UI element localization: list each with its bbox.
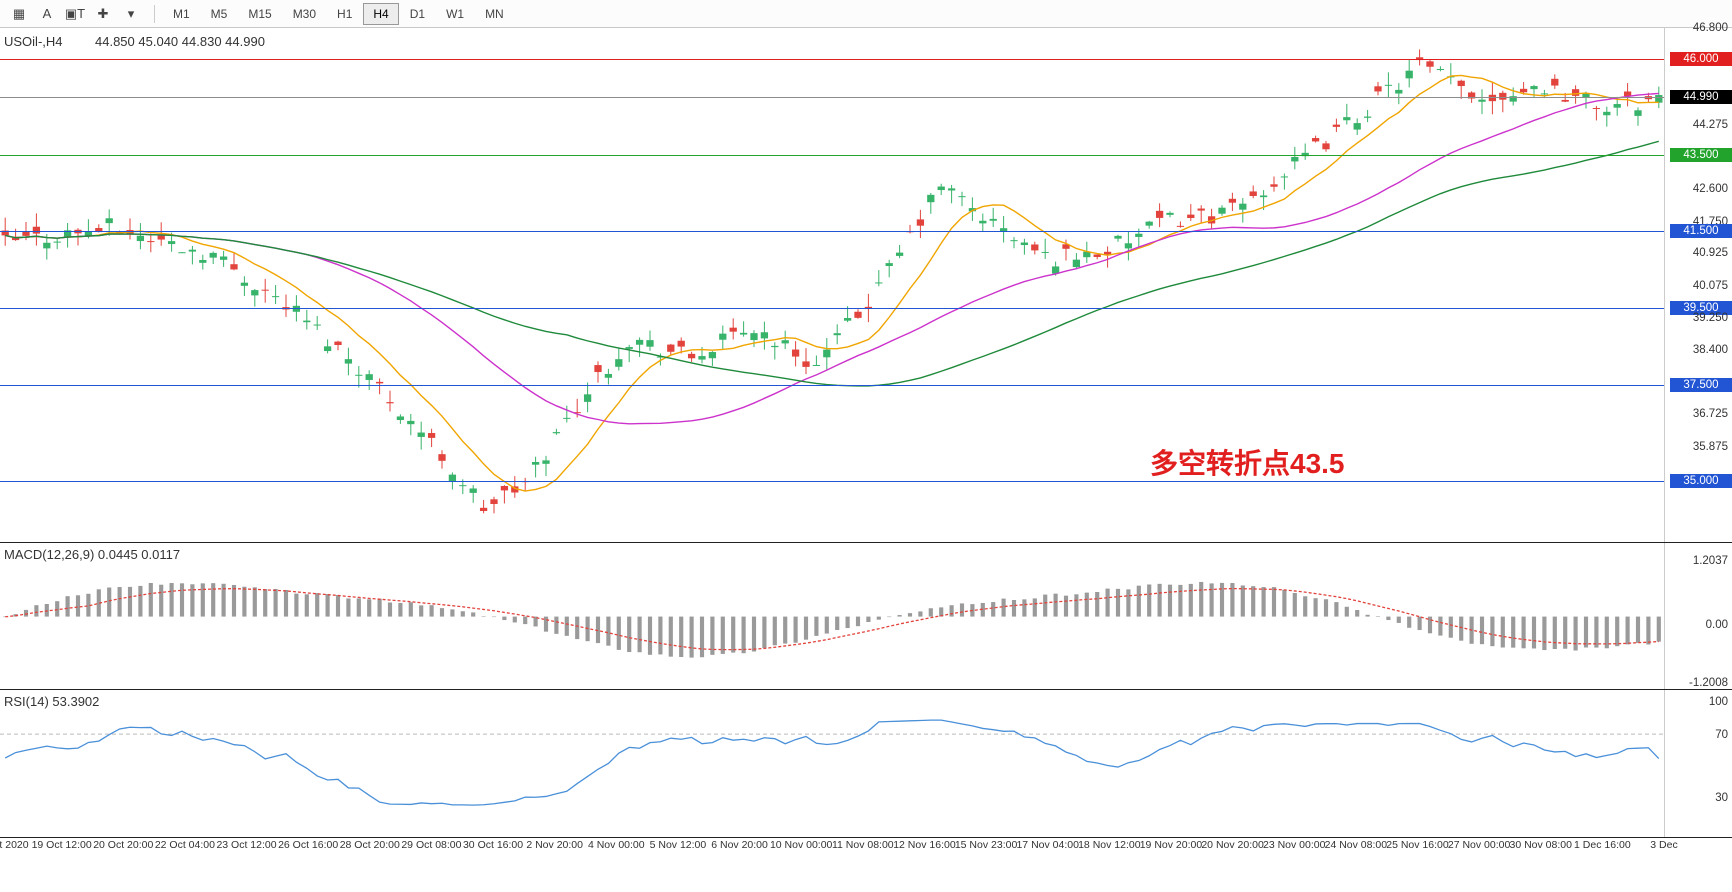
price-axis-tick: 36.725 [1693,408,1728,420]
price-axis-tick: 37.500 [1670,378,1732,392]
grid-icon[interactable]: ▦ [6,3,32,25]
price-hline [0,481,1664,482]
symbol-ohlc-label: 44.850 45.040 44.830 44.990 [95,34,265,49]
date-axis-tick: 26 Oct 16:00 [278,839,338,851]
date-axis-tick: 17 Nov 04:00 [1016,839,1078,851]
date-axis-tick: 2 Nov 20:00 [526,839,583,851]
symbol-label: USOil-,H4 [4,34,63,49]
price-axis-tick: 44.275 [1693,119,1728,131]
rsi-right-axis[interactable]: 100 70 30 [1664,690,1732,837]
date-axis-tick: 30 Oct 16:00 [463,839,523,851]
tf-btn-mn[interactable]: MN [475,3,514,25]
price-axis-tick: 46.000 [1670,52,1732,66]
price-pane[interactable]: USOil-,H4 44.850 45.040 44.830 44.990 多空… [0,28,1732,543]
chart-annotation-text: 多空转折点43.5 [1150,442,1345,482]
tf-btn-d1[interactable]: D1 [400,3,435,25]
tf-btn-m1[interactable]: M1 [163,3,200,25]
price-axis-tick: 44.990 [1670,90,1732,104]
macd-right-axis[interactable]: 1.2037 0.00 -1.2008 [1664,543,1732,689]
date-axis-tick: 28 Oct 20:00 [340,839,400,851]
price-axis-tick: 40.925 [1693,247,1728,259]
toolbar: ▦ A ▣T ✚ ▾ M1 M5 M15 M30 H1 H4 D1 W1 MN [0,0,1732,28]
macd-chart[interactable] [0,543,1664,690]
date-axis-tick: 25 Nov 16:00 [1386,839,1448,851]
price-axis-tick: 42.600 [1693,183,1728,195]
trading-app: ▦ A ▣T ✚ ▾ M1 M5 M15 M30 H1 H4 D1 W1 MN … [0,0,1732,892]
tf-btn-m15[interactable]: M15 [238,3,281,25]
date-axis-tick: 22 Oct 04:00 [155,839,215,851]
date-axis-tick: 19 Nov 20:00 [1140,839,1202,851]
price-hline [0,308,1664,309]
rsi-axis-30: 30 [1715,792,1728,804]
date-axis-tick: 23 Nov 00:00 [1263,839,1325,851]
date-axis-tick: 4 Nov 00:00 [588,839,645,851]
price-hline [0,385,1664,386]
price-hline [0,155,1664,156]
date-axis-tick: 30 Nov 08:00 [1510,839,1572,851]
price-axis-tick: 43.500 [1670,148,1732,162]
text-tool-icon[interactable]: ▣T [62,3,88,25]
crosshair-icon[interactable]: ✚ [90,3,116,25]
price-axis-tick: 38.400 [1693,344,1728,356]
price-right-axis[interactable]: 46.800 46.000 44.990 44.275 43.500 42.600 41.7… [1664,28,1732,542]
date-axis-tick: 18 Nov 12:00 [1078,839,1140,851]
tf-btn-m30[interactable]: M30 [283,3,326,25]
tf-btn-h1[interactable]: H1 [327,3,362,25]
date-axis-tick: 24 Nov 08:00 [1325,839,1387,851]
date-axis-tick: 1 Dec 16:00 [1574,839,1631,851]
tf-btn-h4[interactable]: H4 [363,3,398,25]
tf-btn-m5[interactable]: M5 [201,3,238,25]
rsi-label: RSI(14) 53.3902 [4,694,99,709]
tf-btn-w1[interactable]: W1 [436,3,474,25]
macd-pane[interactable]: MACD(12,26,9) 0.0445 0.0117 1.2037 0.00 … [0,543,1732,690]
price-axis-tick: 40.075 [1693,280,1728,292]
date-axis-tick: 19 Oct 12:00 [32,839,92,851]
price-axis-tick: 35.000 [1670,474,1732,488]
chart-region: USOil-,H4 44.850 45.040 44.830 44.990 多空… [0,28,1732,892]
price-axis-tick: 46.800 [1693,22,1728,34]
rsi-axis-70: 70 [1715,729,1728,741]
date-axis-tick: 6 Nov 20:00 [711,839,768,851]
rsi-pane[interactable]: RSI(14) 53.3902 100 70 30 [0,690,1732,837]
date-axis-tick: 20 Oct 20:00 [93,839,153,851]
price-axis-tick: 39.250 [1693,312,1728,324]
date-axis-tick: 29 Oct 08:00 [401,839,461,851]
date-axis-tick: 23 Oct 12:00 [216,839,276,851]
date-axis-tick: 20 Nov 20:00 [1201,839,1263,851]
price-hline [0,97,1664,98]
date-axis-tick: 5 Nov 12:00 [650,839,707,851]
candlestick-chart[interactable] [0,28,1664,543]
date-axis-tick: 3 Dec [1650,839,1677,851]
letter-a-icon[interactable]: A [34,3,60,25]
date-axis-tick: 16 Oct 2020 [0,839,29,851]
macd-label: MACD(12,26,9) 0.0445 0.0117 [4,547,180,562]
price-axis-tick: 41.500 [1670,224,1732,238]
price-hline [0,59,1664,60]
date-axis-tick: 27 Nov 00:00 [1448,839,1510,851]
macd-axis-top: 1.2037 [1693,555,1728,567]
rsi-axis-100: 100 [1709,696,1728,708]
price-axis-tick: 35.875 [1693,441,1728,453]
date-axis-tick: 11 Nov 08:00 [832,839,894,851]
rsi-chart[interactable] [0,690,1664,837]
chevron-down-icon[interactable]: ▾ [118,3,144,25]
date-axis-tick: 15 Nov 23:00 [955,839,1017,851]
macd-axis-bottom: -1.2008 [1689,677,1728,689]
toolbar-separator [154,5,155,23]
date-axis-tick: 10 Nov 00:00 [770,839,832,851]
date-axis-tick: 12 Nov 16:00 [893,839,955,851]
macd-axis-mid: 0.00 [1706,619,1728,631]
price-hline [0,231,1664,232]
timeframe-row: M1 M5 M15 M30 H1 H4 D1 W1 MN [163,3,515,25]
